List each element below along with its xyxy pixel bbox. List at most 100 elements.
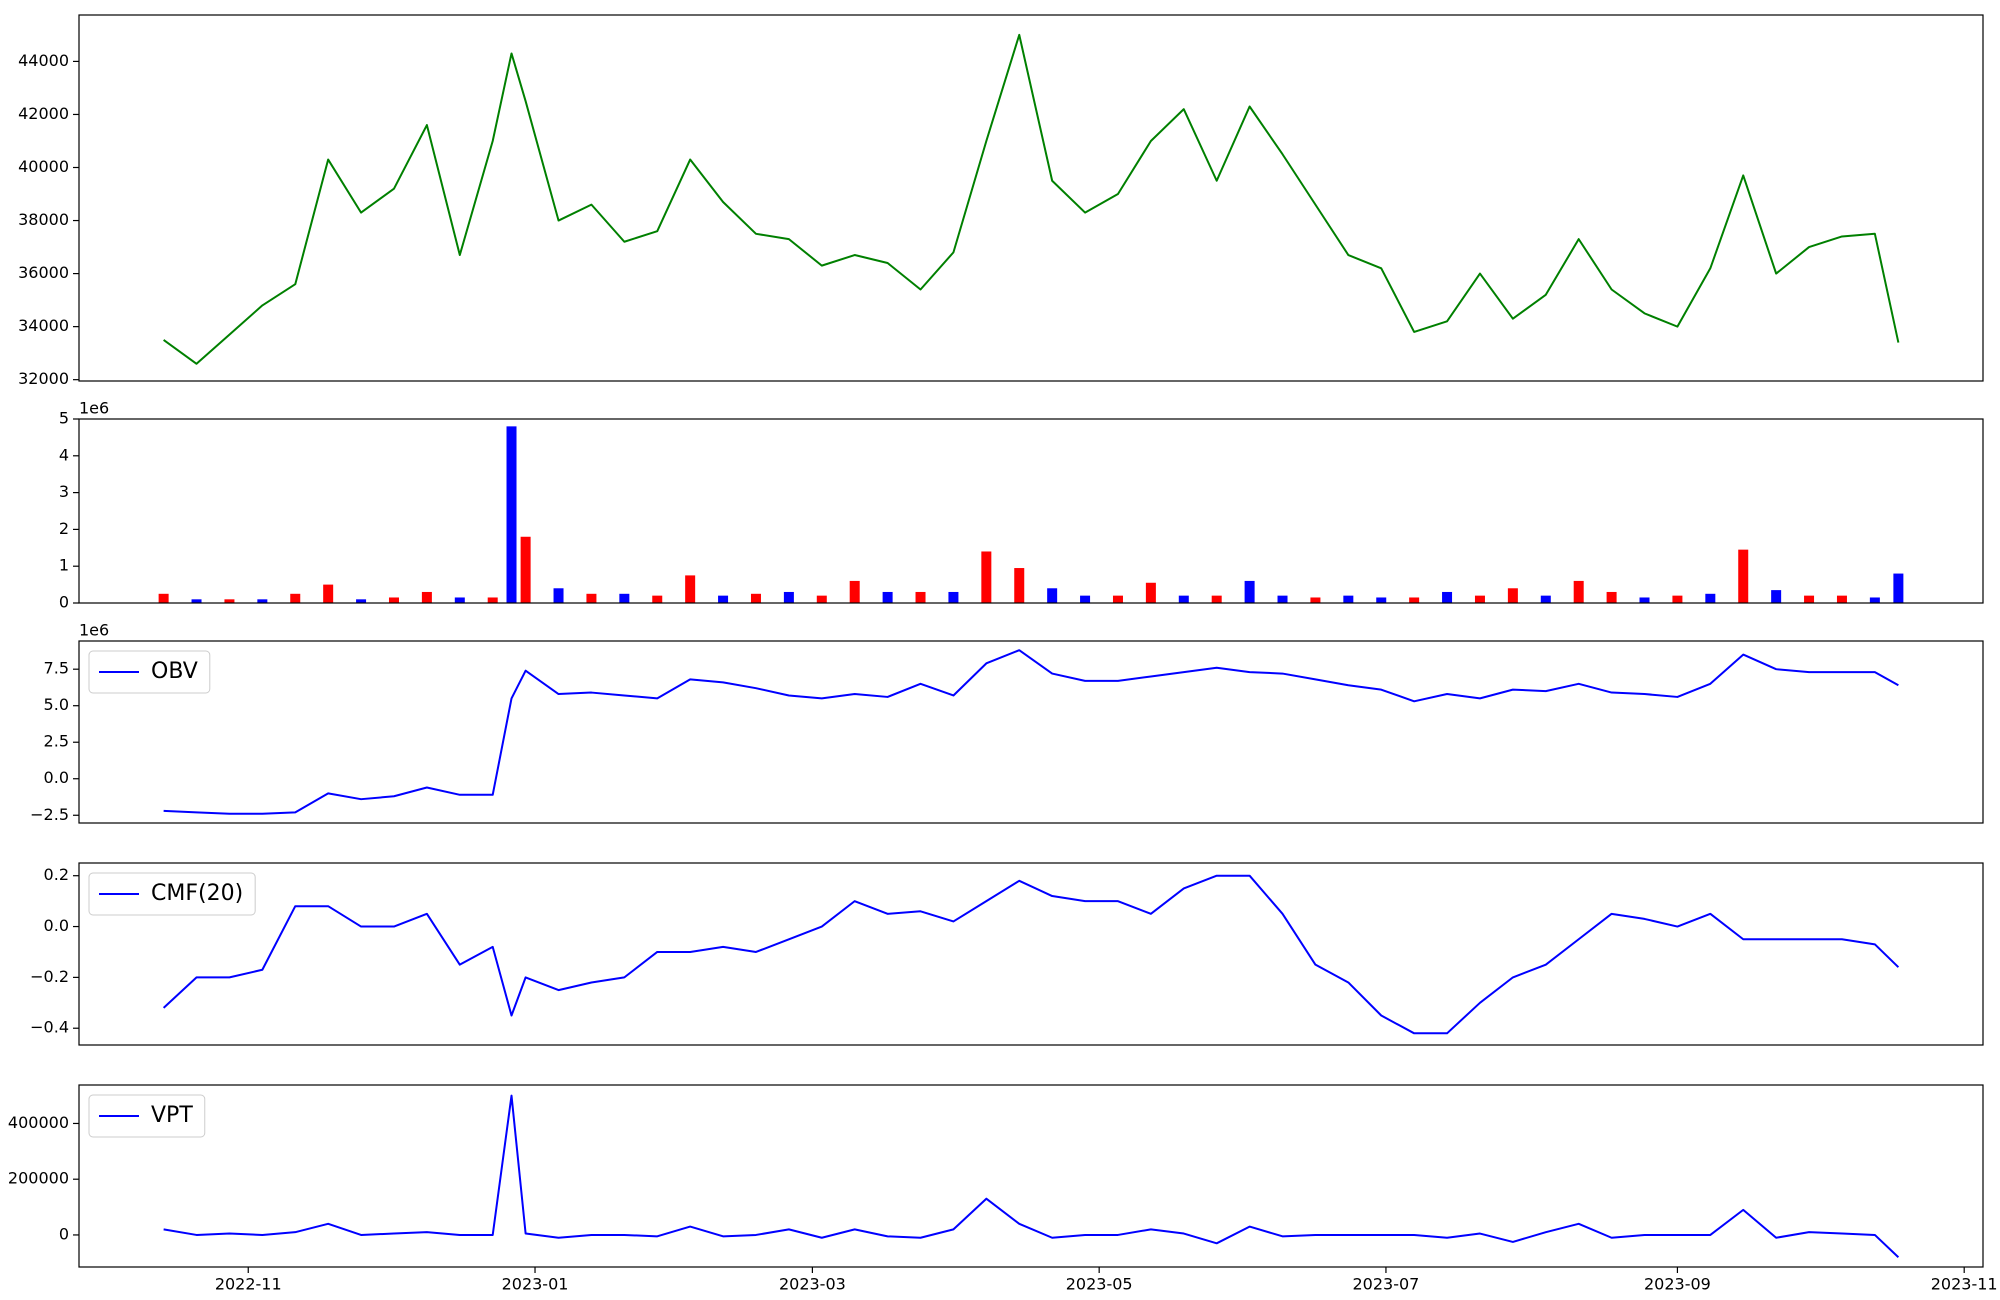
legend-box bbox=[88, 1094, 206, 1138]
bar bbox=[586, 593, 597, 603]
bar bbox=[1836, 595, 1847, 603]
bar bbox=[1869, 597, 1880, 603]
bar bbox=[257, 599, 268, 603]
y-tick-label: 32000 bbox=[18, 369, 69, 388]
y-tick-label: 5.0 bbox=[44, 695, 69, 714]
legend-label: CMF(20) bbox=[151, 881, 243, 906]
bar bbox=[1672, 595, 1683, 603]
bar bbox=[1343, 595, 1354, 603]
y-tick-label: 44000 bbox=[18, 51, 69, 70]
bar bbox=[1474, 595, 1485, 603]
bar bbox=[1145, 582, 1156, 603]
bar bbox=[454, 597, 465, 603]
bar bbox=[1804, 595, 1815, 603]
bar bbox=[1409, 597, 1420, 603]
bar bbox=[1310, 597, 1321, 603]
line bbox=[163, 33, 1900, 365]
bar bbox=[816, 595, 827, 603]
bar bbox=[506, 426, 517, 603]
legend-label: VPT bbox=[151, 1103, 193, 1128]
bar bbox=[849, 580, 860, 603]
y-tick-label: 3 bbox=[59, 482, 69, 501]
y-tick-label: 0.0 bbox=[44, 916, 69, 935]
bar bbox=[1014, 568, 1025, 603]
y-tick-label: 0.0 bbox=[44, 768, 69, 787]
bar bbox=[158, 593, 169, 603]
bar bbox=[1893, 573, 1904, 603]
bar bbox=[1573, 580, 1584, 603]
bar bbox=[1080, 595, 1091, 603]
bar bbox=[718, 595, 729, 603]
y-tick-label: −0.2 bbox=[30, 967, 69, 986]
bar bbox=[750, 593, 761, 603]
axis-offset-label: 1e6 bbox=[79, 621, 109, 640]
bar bbox=[1277, 595, 1288, 603]
y-tick-label: 4 bbox=[59, 445, 69, 464]
axis-offset-label: 1e6 bbox=[79, 399, 109, 418]
line bbox=[163, 1094, 1900, 1258]
bar bbox=[1606, 591, 1617, 603]
y-tick-label: 1 bbox=[59, 556, 69, 575]
bar bbox=[1178, 595, 1189, 603]
bar bbox=[1540, 595, 1551, 603]
y-tick-label: 34000 bbox=[18, 316, 69, 335]
y-tick-label: 2 bbox=[59, 519, 69, 538]
y-tick-label: 38000 bbox=[18, 210, 69, 229]
bar bbox=[981, 551, 992, 603]
bar bbox=[1507, 588, 1518, 603]
legend-label: OBV bbox=[151, 659, 198, 684]
plot-frame bbox=[78, 1084, 1984, 1268]
x-tick-label: 2023-09 bbox=[1644, 1275, 1711, 1294]
y-tick-label: −0.4 bbox=[30, 1018, 69, 1037]
y-tick-label: −2.5 bbox=[30, 805, 69, 824]
bar bbox=[1738, 549, 1749, 603]
bar bbox=[1771, 590, 1782, 603]
bar bbox=[652, 595, 663, 603]
bar bbox=[948, 591, 959, 603]
bar bbox=[1442, 591, 1453, 603]
bar bbox=[323, 584, 334, 603]
bar bbox=[290, 593, 301, 603]
x-tick-label: 2023-03 bbox=[779, 1275, 846, 1294]
plot-frame bbox=[78, 640, 1984, 824]
plot-frame bbox=[78, 862, 1984, 1046]
y-tick-label: 400000 bbox=[8, 1113, 69, 1132]
bar bbox=[388, 597, 399, 603]
bar bbox=[882, 591, 893, 603]
bar bbox=[619, 593, 630, 603]
bar bbox=[783, 591, 794, 603]
plot-frame bbox=[78, 14, 1984, 382]
bar bbox=[1047, 588, 1058, 603]
bar bbox=[421, 591, 432, 603]
y-tick-label: 0 bbox=[59, 593, 69, 612]
plot-frame bbox=[78, 418, 1984, 604]
line bbox=[163, 649, 1899, 815]
y-tick-label: 42000 bbox=[18, 104, 69, 123]
bar bbox=[1639, 597, 1650, 603]
legend-box bbox=[88, 650, 211, 694]
bar bbox=[685, 575, 696, 603]
y-tick-label: 0 bbox=[59, 1224, 69, 1243]
bar bbox=[520, 536, 531, 603]
y-tick-label: 0.2 bbox=[44, 865, 69, 884]
bar bbox=[1244, 580, 1255, 603]
x-tick-label: 2023-05 bbox=[1066, 1275, 1133, 1294]
bar bbox=[1112, 595, 1123, 603]
bar bbox=[553, 588, 564, 603]
bar bbox=[356, 599, 367, 603]
bar bbox=[915, 591, 926, 603]
y-tick-label: 7.5 bbox=[44, 659, 69, 678]
y-tick-label: 36000 bbox=[18, 263, 69, 282]
bar bbox=[1705, 593, 1716, 603]
bar bbox=[191, 599, 202, 603]
bar bbox=[1376, 597, 1387, 603]
bar bbox=[224, 599, 235, 603]
y-tick-label: 40000 bbox=[18, 157, 69, 176]
legend-box bbox=[88, 872, 256, 916]
line bbox=[162, 874, 1900, 1035]
x-tick-label: 2023-11 bbox=[1931, 1275, 1998, 1294]
x-tick-label: 2023-01 bbox=[502, 1275, 569, 1294]
y-tick-label: 2.5 bbox=[44, 732, 69, 751]
